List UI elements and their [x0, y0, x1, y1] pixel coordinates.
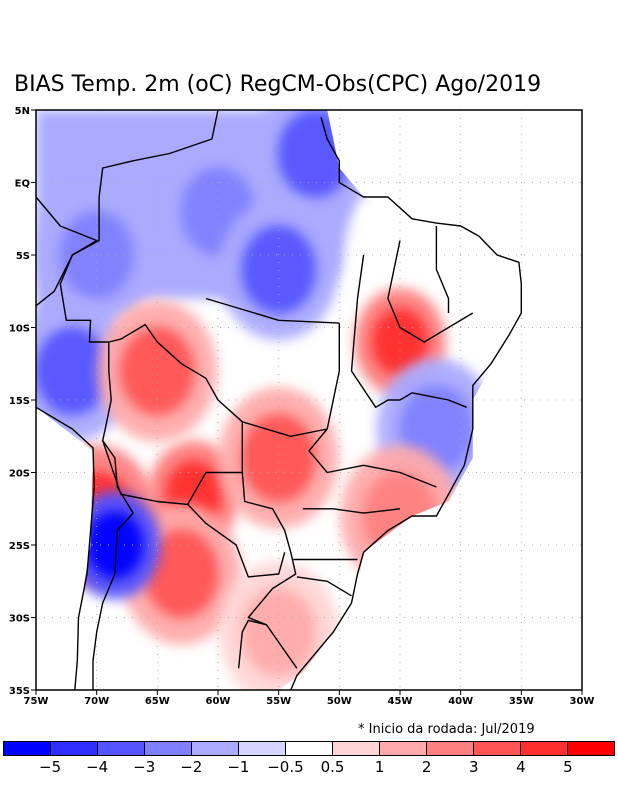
- colorbar-segment: [98, 742, 145, 755]
- lat-tick-label: EQ: [15, 179, 30, 190]
- lon-tick-label: 75W: [24, 696, 49, 707]
- colorbar-label: 0.5: [320, 758, 345, 776]
- colorbar-label: 5: [563, 758, 573, 776]
- state-border-3: [350, 254, 413, 408]
- colorbar-segment: [239, 742, 286, 755]
- colorbar-segment: [286, 742, 333, 755]
- bias-blob: [119, 326, 195, 416]
- bias-blob: [36, 326, 110, 416]
- lat-tick-label: 35S: [9, 686, 30, 697]
- lon-tick-label: 45W: [388, 696, 413, 707]
- lon-tick-label: 55W: [266, 696, 291, 707]
- gridlines: [36, 110, 582, 690]
- lon-tick-label: 35W: [509, 696, 534, 707]
- colorbar-label: 3: [468, 758, 479, 776]
- lat-axis: 5N EQ 5S 10S 15S 20S 25S 30S 35S: [9, 106, 36, 697]
- state-border-10: [242, 421, 328, 437]
- colorbar-segment: [568, 742, 614, 755]
- lon-tick-label: 65W: [145, 696, 170, 707]
- colorbar-segment: [427, 742, 474, 755]
- colorbar-segment: [4, 742, 51, 755]
- state-border-6: [302, 508, 401, 514]
- bias-map: 5N EQ 5S 10S 15S 20S 25S 30S 35S 75W 70W 65W 60W 55W…: [9, 106, 595, 707]
- colorbar-labels: −5 −4 −3 −2 −1 −0.5 0.5 1 2 3 4 5: [3, 758, 615, 778]
- lat-tick-label: 5N: [15, 106, 30, 117]
- run-start-note: * Inicio da rodada: Jul/2019: [358, 722, 535, 737]
- border-andes: [92, 440, 134, 690]
- bias-blob: [241, 413, 317, 503]
- colorbar-label: −0.5: [267, 758, 304, 776]
- colorbar-label: −5: [39, 758, 62, 776]
- state-border-4: [387, 240, 474, 343]
- colorbar: [3, 741, 615, 756]
- pacific-ocean: [36, 407, 94, 690]
- lon-tick-label: 60W: [206, 696, 231, 707]
- colorbar-label: −1: [227, 758, 250, 776]
- bias-blob: [241, 225, 317, 314]
- colorbar-label: −2: [180, 758, 203, 776]
- coastline-atlantic: [290, 117, 522, 690]
- lat-tick-label: 25S: [9, 541, 30, 552]
- colorbar-segment: [380, 742, 427, 755]
- bias-blob: [86, 511, 144, 579]
- lon-tick-label: 40W: [448, 696, 473, 707]
- border-uruguay: [237, 619, 267, 669]
- bias-blob: [241, 587, 317, 677]
- colorbar-label: −3: [133, 758, 156, 776]
- colorbar-label: 2: [421, 758, 432, 776]
- lon-axis: 75W 70W 65W 60W 55W 50W 45W 40W 35W 30W: [24, 690, 595, 707]
- state-border-9: [411, 392, 467, 408]
- colorbar-label: 1: [374, 758, 385, 776]
- state-border-5: [435, 226, 450, 313]
- border-brazil-west: [59, 110, 298, 669]
- bias-field: [36, 110, 582, 690]
- lat-tick-label: 30S: [9, 614, 30, 625]
- colorbar-label: −4: [86, 758, 109, 776]
- lon-tick-label: 30W: [570, 696, 595, 707]
- border-bolivia: [102, 342, 243, 506]
- state-border-8: [296, 576, 352, 597]
- colorbar-label: 4: [516, 758, 526, 776]
- border-paraguay: [187, 503, 286, 578]
- colorbar-segment: [521, 742, 568, 755]
- lon-tick-label: 70W: [84, 696, 109, 707]
- colorbar-segment: [192, 742, 239, 755]
- country-state-borders: [36, 110, 522, 690]
- colorbar-segment: [145, 742, 192, 755]
- lon-tick-label: 50W: [327, 696, 352, 707]
- atlantic-ocean: [278, 110, 582, 690]
- lat-tick-label: 15S: [9, 396, 30, 407]
- state-border-1: [205, 297, 340, 324]
- lat-tick-label: 5S: [16, 251, 30, 262]
- coastline-pacific: [36, 406, 95, 690]
- bias-blob: [144, 529, 220, 619]
- state-border-2: [308, 323, 437, 488]
- lat-tick-label: 10S: [9, 324, 30, 335]
- colorbar-segment: [51, 742, 98, 755]
- colorbar-segment: [333, 742, 380, 755]
- chart-title: BIAS Temp. 2m (oC) RegCM-Obs(CPC) Ago/20…: [14, 72, 542, 97]
- lat-tick-label: 20S: [9, 469, 30, 480]
- border-peru-bolivia: [36, 196, 98, 307]
- colorbar-segment: [474, 742, 521, 755]
